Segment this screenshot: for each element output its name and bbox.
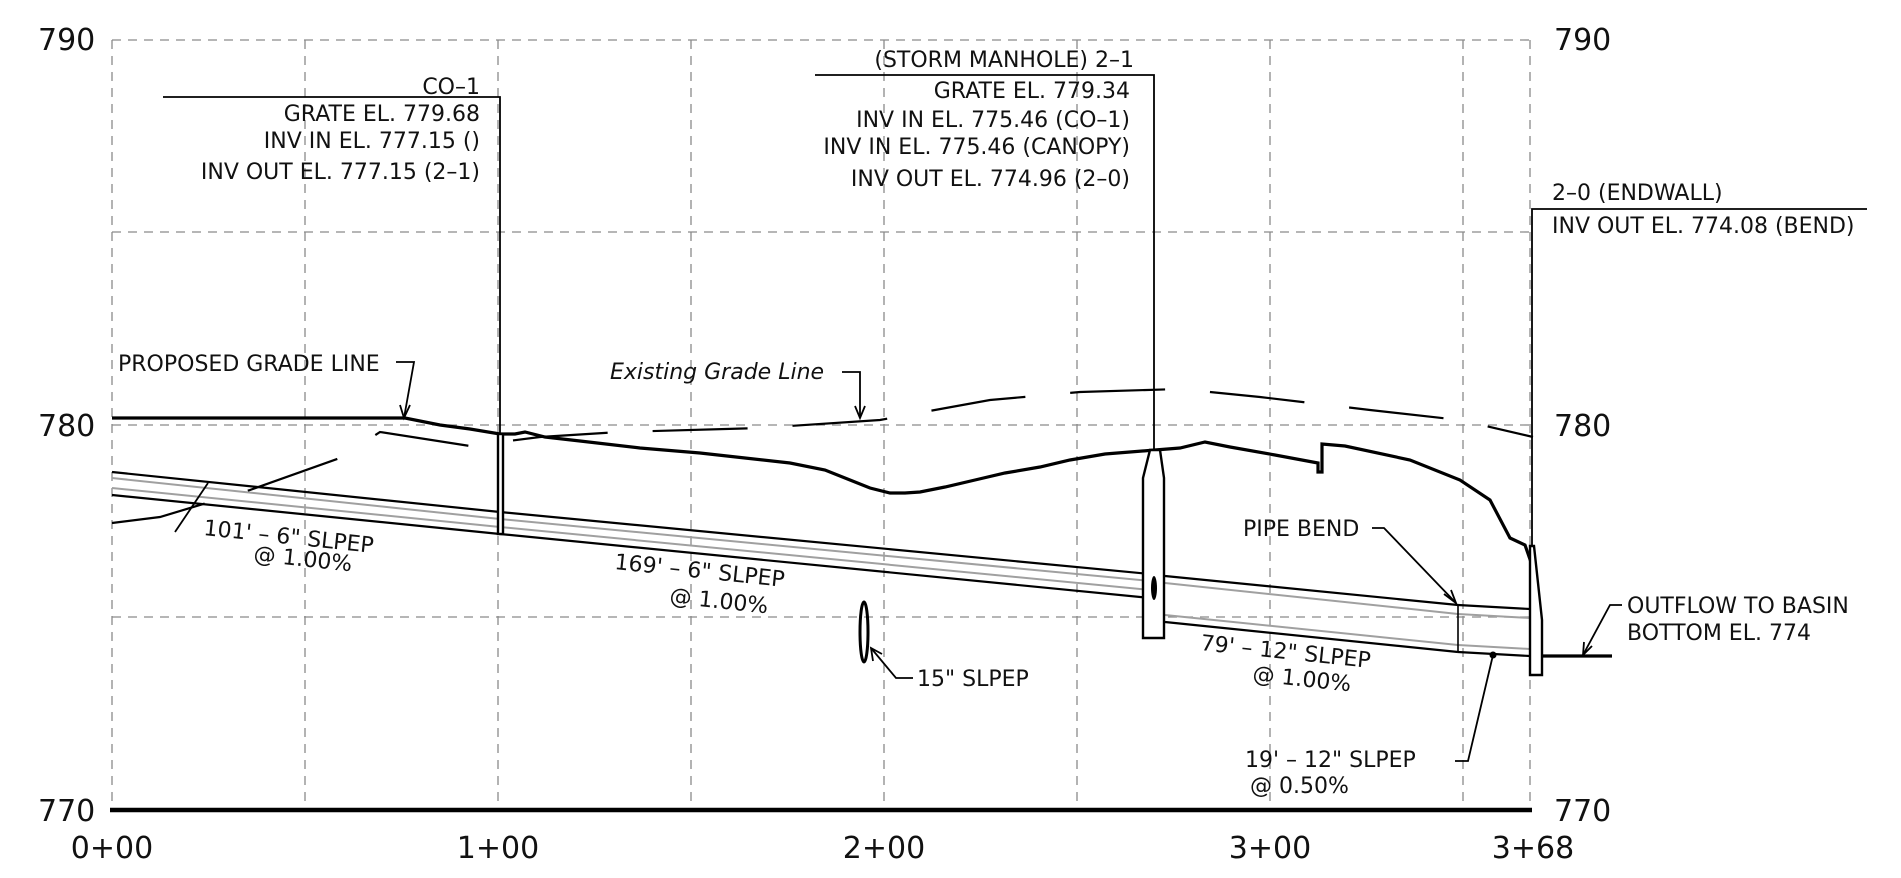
- station-label-368: 3+68: [1492, 831, 1574, 866]
- co1-callout: CO–1 GRATE EL. 779.68 INV IN EL. 777.15 …: [163, 75, 501, 434]
- crossing-callout: 15" SLPEP: [869, 646, 1029, 692]
- mh21-inv-in-2: INV IN EL. 775.46 (CANOPY): [823, 135, 1130, 160]
- manhole-2-1: [1141, 448, 1166, 640]
- elev-label-left-790: 790: [38, 23, 95, 58]
- co1-grate: GRATE EL. 779.68: [284, 102, 480, 127]
- outflow-label-1: OUTFLOW TO BASIN: [1627, 594, 1849, 619]
- co1-name: CO–1: [422, 75, 480, 100]
- station-label-0: 0+00: [71, 831, 153, 866]
- mh21-callout: (STORM MANHOLE) 2–1 GRATE EL. 779.34 INV…: [815, 48, 1155, 450]
- pipe-bend-label: PIPE BEND: [1243, 517, 1359, 542]
- pipe-run-101: [111, 470, 501, 536]
- pipe-run-79: [1164, 574, 1459, 654]
- pipe-run-169: [499, 510, 1151, 600]
- endwall-callout: 2–0 (ENDWALL) INV OUT EL. 774.08 (BEND): [1531, 181, 1867, 546]
- pipe-19-length: 19' – 12" SLPEP: [1245, 748, 1416, 773]
- station-label-200: 2+00: [843, 831, 925, 866]
- elev-label-right-790: 790: [1554, 23, 1611, 58]
- mh21-grate: GRATE EL. 779.34: [934, 79, 1130, 104]
- pipe-19-slope: @ 0.50%: [1250, 774, 1349, 799]
- elev-label-left-770: 770: [38, 794, 95, 829]
- endwall-name: 2–0 (ENDWALL): [1552, 181, 1723, 206]
- outflow-label-2: BOTTOM EL. 774: [1627, 621, 1811, 646]
- elev-label-left-780: 780: [38, 409, 95, 444]
- outflow-callout: OUTFLOW TO BASIN BOTTOM EL. 774: [1581, 594, 1849, 658]
- mh21-inv-out: INV OUT EL. 774.96 (2–0): [851, 167, 1130, 192]
- mh21-inv-in-1: INV IN EL. 775.46 (CO–1): [856, 108, 1130, 133]
- pipe-bend-callout: PIPE BEND: [1243, 517, 1458, 606]
- crossing-pipe-15in: [858, 600, 870, 664]
- elev-label-right-780: 780: [1554, 409, 1611, 444]
- existing-grade-line: [111, 387, 1534, 525]
- endwall-inv-out: INV OUT EL. 774.08 (BEND): [1552, 214, 1855, 239]
- proposed-grade-label: PROPOSED GRADE LINE: [118, 352, 380, 377]
- co1-inv-in: INV IN EL. 777.15 (): [264, 129, 480, 154]
- crossing-label: 15" SLPEP: [917, 667, 1029, 692]
- mh21-name: (STORM MANHOLE) 2–1: [874, 48, 1134, 73]
- proposed-grade-callout: PROPOSED GRADE LINE: [118, 352, 416, 421]
- station-label-300: 3+00: [1229, 831, 1311, 866]
- elev-label-right-770: 770: [1554, 794, 1611, 829]
- endwall-2-0: [1528, 544, 1544, 677]
- pipe-19-callout: 19' – 12" SLPEP @ 0.50%: [1245, 651, 1497, 799]
- co1-riser: [496, 432, 505, 536]
- pipe-run-19: [1457, 603, 1531, 658]
- existing-grade-label: Existing Grade Line: [610, 360, 824, 385]
- co1-inv-out: INV OUT EL. 777.15 (2–1): [201, 160, 480, 185]
- station-label-100: 1+00: [457, 831, 539, 866]
- proposed-grade-line: [112, 416, 1535, 569]
- existing-grade-callout: Existing Grade Line: [610, 360, 866, 421]
